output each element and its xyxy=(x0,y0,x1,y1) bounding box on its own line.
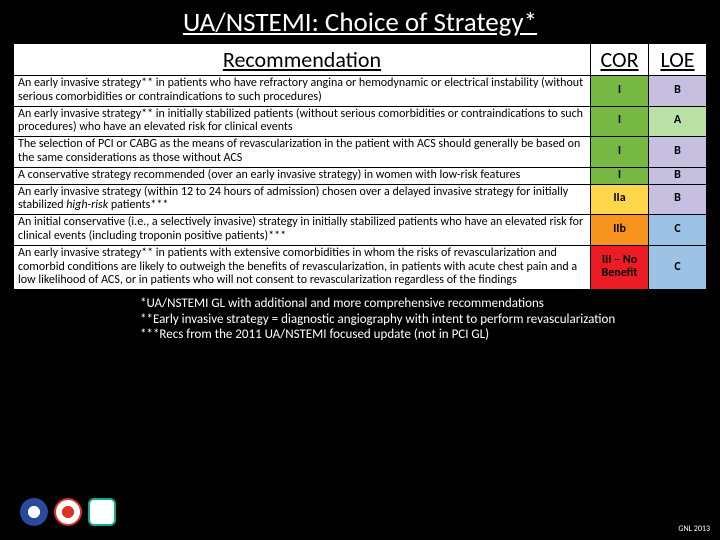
loe-cell: C xyxy=(649,215,707,246)
loe-cell: C xyxy=(649,245,707,289)
recommendation-table: Recommendation COR LOE An early invasive… xyxy=(13,43,707,290)
page-title: UA/NSTEMI: Choice of Strategy* xyxy=(0,0,720,43)
footnote-line: **Early invasive strategy = diagnostic a… xyxy=(140,312,700,328)
logo-strip xyxy=(20,498,116,526)
loe-cell: B xyxy=(649,184,707,215)
cor-cell: I xyxy=(591,76,649,107)
citation: GNL 2013 xyxy=(678,524,710,534)
cor-cell: IIa xyxy=(591,184,649,215)
header-recommendation: Recommendation xyxy=(14,44,591,76)
recommendation-cell: An early invasive strategy** in patients… xyxy=(14,245,591,289)
header-loe: LOE xyxy=(649,44,707,76)
recommendation-cell: An early invasive strategy** in initiall… xyxy=(14,106,591,137)
loe-cell: B xyxy=(649,167,707,184)
footnote-line: *UA/NSTEMI GL with additional and more c… xyxy=(140,296,700,312)
table-row: An early invasive strategy** in patients… xyxy=(14,245,707,289)
recommendation-cell: A conservative strategy recommended (ove… xyxy=(14,167,591,184)
table-row: An early invasive strategy** in initiall… xyxy=(14,106,707,137)
cor-cell: I xyxy=(591,106,649,137)
table-header-row: Recommendation COR LOE xyxy=(14,44,707,76)
loe-cell: B xyxy=(649,76,707,107)
recommendation-cell: The selection of PCI or CABG as the mean… xyxy=(14,137,591,168)
footnote-line: ***Recs from the 2011 UA/NSTEMI focused … xyxy=(140,327,700,343)
footnotes: *UA/NSTEMI GL with additional and more c… xyxy=(0,290,720,343)
loe-cell: A xyxy=(649,106,707,137)
recommendation-cell: An early invasive strategy** in patients… xyxy=(14,76,591,107)
table-row: An early invasive strategy** in patients… xyxy=(14,76,707,107)
cor-cell: I xyxy=(591,167,649,184)
table-row: The selection of PCI or CABG as the mean… xyxy=(14,137,707,168)
loe-cell: B xyxy=(649,137,707,168)
recommendation-cell: An early invasive strategy (within 12 to… xyxy=(14,184,591,215)
cor-cell: IIb xyxy=(591,215,649,246)
scai-logo-icon xyxy=(88,498,116,526)
table-row: An initial conservative (i.e., a selecti… xyxy=(14,215,707,246)
recommendation-cell: An initial conservative (i.e., a selecti… xyxy=(14,215,591,246)
aha-logo-icon xyxy=(54,498,82,526)
cor-cell: I xyxy=(591,137,649,168)
header-cor: COR xyxy=(591,44,649,76)
table-row: An early invasive strategy (within 12 to… xyxy=(14,184,707,215)
cor-cell: III – No Benefit xyxy=(591,245,649,289)
acc-logo-icon xyxy=(20,498,48,526)
table-row: A conservative strategy recommended (ove… xyxy=(14,167,707,184)
